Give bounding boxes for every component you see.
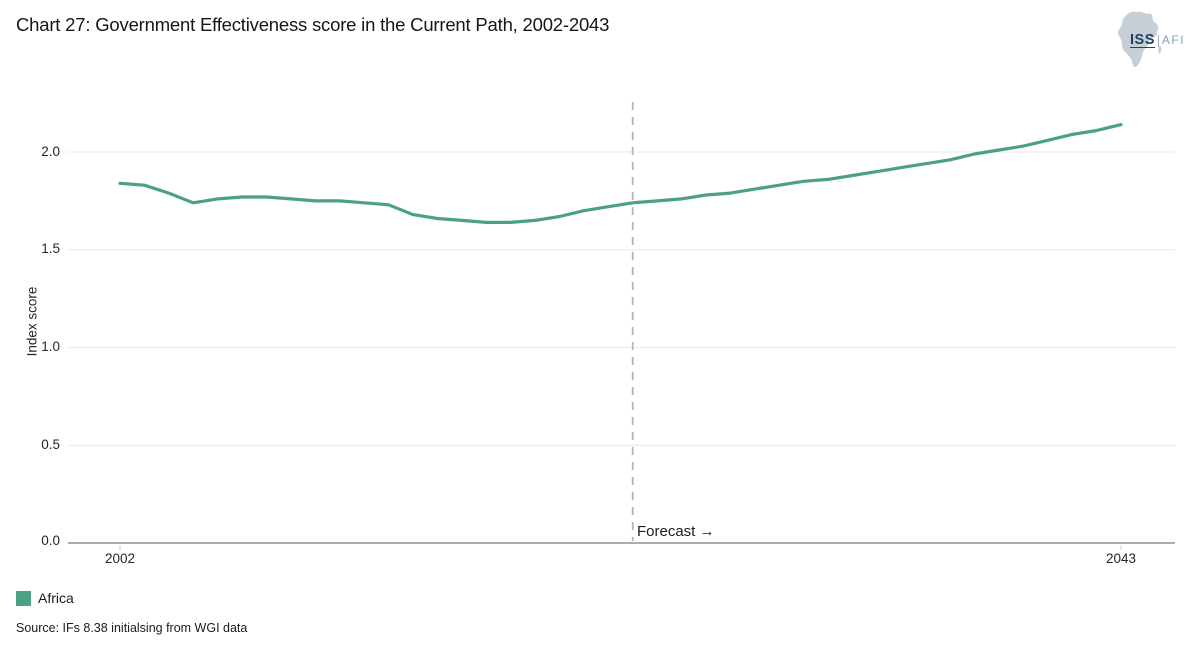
source-note: Source: IFs 8.38 initialsing from WGI da…: [16, 621, 248, 635]
ytick-1-0: 1.0: [41, 339, 60, 354]
logo-afi-text: AFI: [1161, 33, 1186, 47]
logo-wordmark: ISS AFI: [1130, 33, 1185, 48]
ytick-2-0: 2.0: [41, 144, 60, 159]
africa-map-icon: [1118, 11, 1162, 68]
y-axis-label: Index score: [24, 286, 40, 357]
ytick-0-0: 0.0: [41, 533, 60, 548]
xtick-2043: 2043: [1105, 551, 1137, 566]
iss-afi-logo: ISS AFI: [1112, 8, 1184, 70]
series-line-africa: [118, 123, 1123, 224]
legend: Africa: [16, 590, 74, 606]
legend-swatch-africa: [16, 590, 31, 606]
ytick-1-5: 1.5: [41, 241, 60, 256]
logo-iss-text: ISS: [1130, 32, 1155, 48]
forecast-annotation: Forecast →: [637, 523, 715, 540]
chart-title: Chart 27: Government Effectiveness score…: [16, 14, 610, 35]
xtick-2002: 2002: [104, 551, 136, 566]
ytick-0-5: 0.5: [41, 437, 60, 452]
logo-separator: [1157, 34, 1159, 47]
legend-label-africa: Africa: [38, 590, 74, 606]
